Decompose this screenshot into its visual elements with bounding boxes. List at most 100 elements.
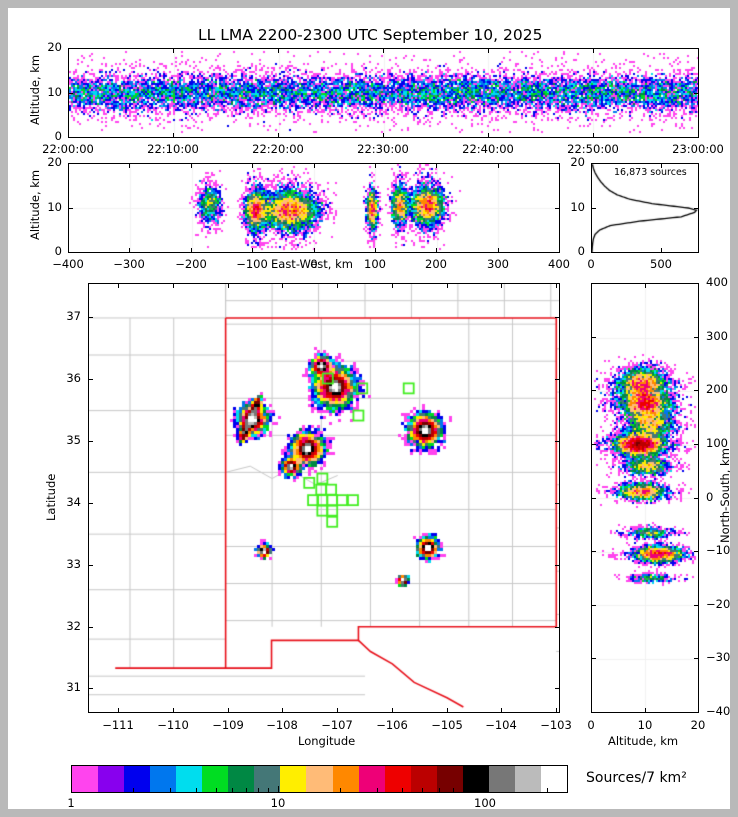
- ew-xtick-top: [375, 163, 376, 168]
- map-ytick: [88, 441, 93, 442]
- time-xticklabel: 22:40:00: [462, 142, 514, 156]
- time-vs-altitude-panel[interactable]: [68, 48, 699, 138]
- ew-xtick: [191, 248, 192, 253]
- colorbar-minor-tick: [133, 788, 134, 793]
- ew-yticklabel: 10: [47, 200, 62, 214]
- time-panel-ylabel: Altitude, km: [28, 54, 42, 125]
- time-ytick: [68, 48, 73, 49]
- map-xtick-top: [337, 283, 338, 288]
- ew-xtick-top: [191, 163, 192, 168]
- ns-ytick-right: [694, 390, 699, 391]
- time-xtick-top: [68, 48, 69, 53]
- colorbar-segment: [488, 766, 515, 792]
- ns-xticklabel: 0: [587, 718, 595, 732]
- ew-yticklabel: 0: [54, 244, 62, 258]
- map-xtick: [228, 708, 229, 713]
- ew-xticklabel: 0: [310, 257, 318, 271]
- colorbar-minor-tick: [465, 788, 466, 793]
- colorbar-minor-tick: [196, 788, 197, 793]
- map-xtick: [282, 708, 283, 713]
- time-yticklabel: 0: [54, 129, 62, 143]
- altitude-histogram-panel[interactable]: [591, 163, 699, 253]
- ew-xtick-top: [68, 163, 69, 168]
- colorbar-major-tick: [485, 786, 486, 793]
- ew-ytick: [68, 208, 73, 209]
- map-xtick: [447, 708, 448, 713]
- time-xtick-top: [173, 48, 174, 53]
- ns-yticklabel: −300: [706, 650, 730, 664]
- time-xtick-top: [383, 48, 384, 53]
- ns-yticklabel: 200: [706, 382, 728, 396]
- colorbar-segment: [98, 766, 125, 792]
- ns-ytick-right: [694, 605, 699, 606]
- map-plot: [89, 284, 559, 712]
- ns-ytick-right: [694, 498, 699, 499]
- colorbar-minor-tick: [170, 788, 171, 793]
- hist-xticklabel: 500: [650, 257, 672, 271]
- ew-xticklabel: −400: [52, 257, 84, 271]
- ew-ytick: [68, 163, 73, 164]
- map-xlabel: Longitude: [298, 734, 356, 748]
- map-yticklabel: 35: [66, 433, 81, 447]
- time-yticklabel: 20: [47, 40, 62, 54]
- map-xtick-top: [118, 283, 119, 288]
- time-xticklabel: 22:00:00: [42, 142, 94, 156]
- ns-ytick: [591, 498, 596, 499]
- colorbar-minor-tick: [475, 788, 476, 793]
- map-xticklabel: −108: [266, 718, 298, 732]
- east-west-vs-altitude-panel[interactable]: [68, 163, 560, 253]
- ew-xtick-top: [498, 163, 499, 168]
- ew-xtick-top: [252, 163, 253, 168]
- map-xtick-top: [173, 283, 174, 288]
- ns-ytick-right: [694, 712, 699, 713]
- ns-yticklabel: −200: [706, 597, 730, 611]
- colorbar-ticklabel: 1: [67, 796, 75, 809]
- time-ytick: [68, 137, 73, 138]
- ns-ytick: [591, 283, 596, 284]
- colorbar-segment: [514, 766, 541, 792]
- plan-view-map-panel[interactable]: [88, 283, 560, 713]
- map-xticklabel: −109: [212, 718, 244, 732]
- ns-ytick-right: [694, 337, 699, 338]
- time-xtick: [68, 133, 69, 138]
- map-yticklabel: 34: [66, 495, 81, 509]
- hist-ytick-right: [694, 208, 699, 209]
- map-ytick: [88, 688, 93, 689]
- colorbar-segment: [72, 766, 99, 792]
- time-ytick-right: [694, 48, 699, 49]
- colorbar-major-tick: [71, 786, 72, 793]
- ns-yticklabel: 0: [706, 490, 714, 504]
- ew-xtick-top: [129, 163, 130, 168]
- map-ytick: [88, 627, 93, 628]
- ew-ytick-right: [555, 252, 560, 253]
- map-xticklabel: −111: [102, 718, 134, 732]
- ew-panel-ylabel: Altitude, km: [28, 169, 42, 240]
- map-xtick-top: [447, 283, 448, 288]
- altitude-vs-north-south-panel[interactable]: [591, 283, 699, 713]
- ew-yticklabel: 20: [47, 155, 62, 169]
- time-xtick-top: [278, 48, 279, 53]
- ns-ytick-right: [694, 658, 699, 659]
- hist-ytick-right: [694, 163, 699, 164]
- time-ytick-right: [694, 137, 699, 138]
- time-xticklabel: 22:50:00: [567, 142, 619, 156]
- north-south-plot: [592, 284, 698, 712]
- ns-xtick: [591, 708, 592, 713]
- time-xticklabel: 22:20:00: [252, 142, 304, 156]
- map-ytick: [88, 503, 93, 504]
- hist-ytick-right: [694, 252, 699, 253]
- colorbar-segment: [306, 766, 333, 792]
- colorbar-minor-tick: [422, 788, 423, 793]
- hist-yticklabel: 20: [570, 155, 585, 169]
- ns-ytick: [591, 605, 596, 606]
- hist-ytick: [591, 252, 596, 253]
- colorbar[interactable]: [71, 765, 568, 793]
- ns-ytick: [591, 444, 596, 445]
- colorbar-segment: [410, 766, 437, 792]
- time-xticklabel: 23:00:00: [672, 142, 724, 156]
- colorbar-minor-tick: [402, 788, 403, 793]
- ns-yticklabel: 400: [706, 275, 728, 289]
- ns-yticklabel: −100: [706, 543, 730, 557]
- time-vs-altitude-plot: [69, 49, 698, 137]
- colorbar-segment: [176, 766, 203, 792]
